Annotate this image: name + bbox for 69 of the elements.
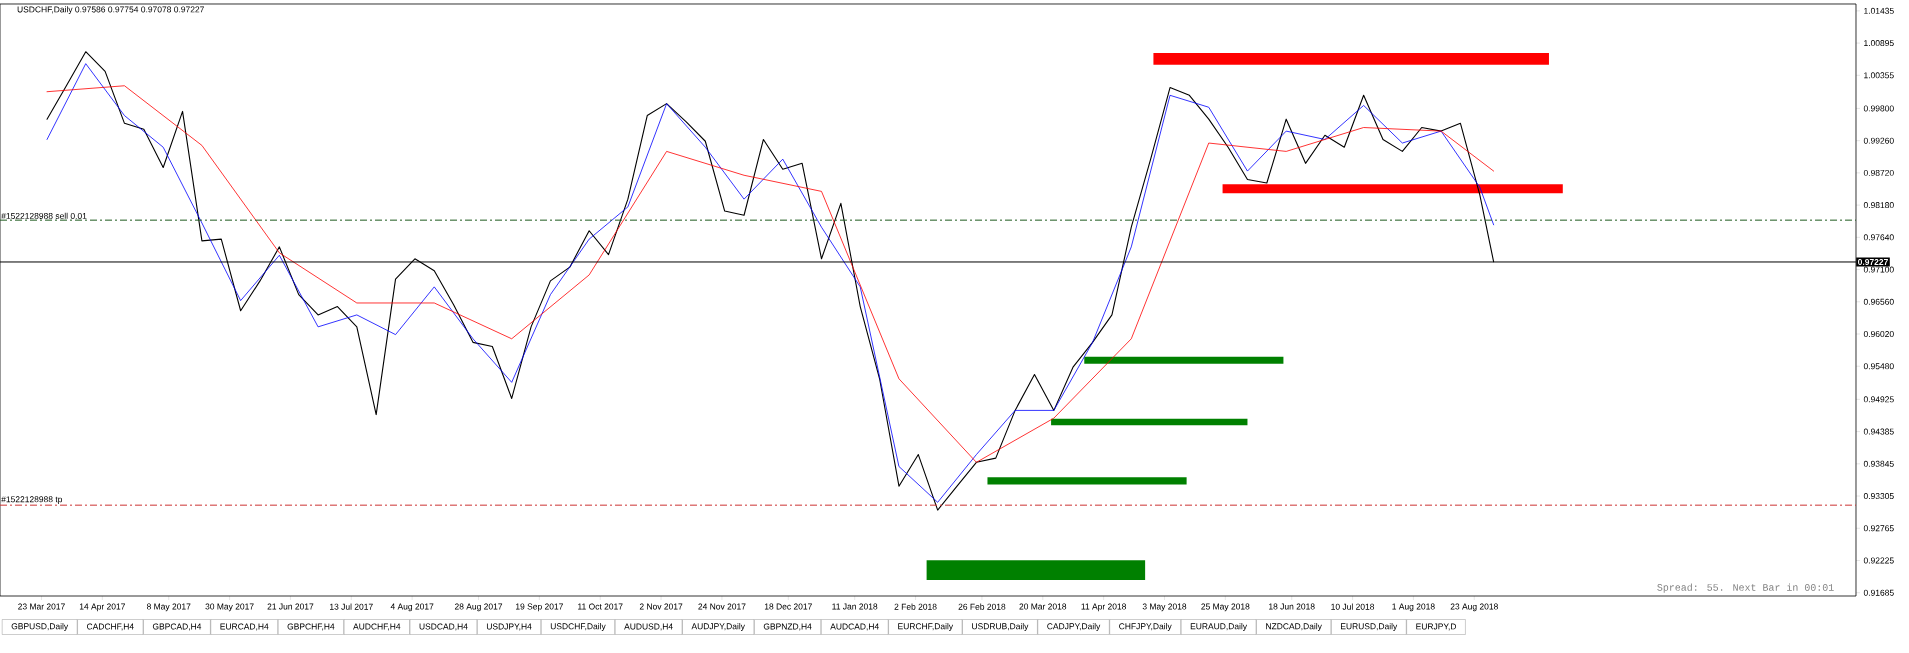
x-tick-label: 20 Mar 2018 [1019,603,1067,610]
x-tick-label: 11 Apr 2018 [1081,603,1127,612]
x-tick-label: 24 Nov 2017 [698,603,746,610]
text: USDJPY,H4 [486,623,532,631]
y-tick-label: 1.01435 [1864,7,1894,14]
y-tick-label: 0.99800 [1863,105,1894,112]
text: NZDCAD,Daily [1266,623,1322,631]
text: EURJPY,D [1416,623,1457,631]
text: USDCHF,Daily [550,623,606,631]
x-tick-label: 10 Jul 2018 [1331,603,1375,610]
x-tick-label: 11 Oct 2017 [578,603,623,610]
y-tick-label: 0.95480 [1863,363,1894,370]
text: AUDCHF,H4 [353,623,401,631]
chart-title: USDCHF,Daily 0.97586 0.97754 0.97078 0.97227 [17,6,204,15]
y-tick-label: 1.00895 [1864,40,1894,47]
x-tick-label: 11 Jan 2018 [832,603,878,610]
y-tick-label: 0.93845 [1863,460,1894,467]
annotation: Spread: 55. Next Bar in 00:01 [1657,583,1834,593]
x-tick-label: 25 May 2018 [1201,603,1250,612]
text: CHFJPY,Daily [1119,623,1172,631]
y-tick-label: 0.91685 [1863,589,1894,596]
text: GBPUSD,Daily [11,623,69,631]
x-tick-label: 4 Aug 2017 [390,603,434,612]
text: AUDUSD,H4 [624,623,673,631]
x-tick-label: 21 Jun 2017 [267,603,314,610]
text: AUDJPY,Daily [691,623,745,631]
x-tick-label: 30 May 2017 [205,603,254,612]
x-tick-label: 2 Nov 2017 [639,603,683,610]
y-tick-label: 0.98180 [1863,202,1894,209]
text: EURUSD,Daily [1341,623,1398,631]
text: EURAUD,Daily [1190,623,1248,631]
ref-line-label: #1522128988 sell 0.01 [1,212,87,219]
y-tick-label: 0.99260 [1863,137,1894,144]
text: USDRUB,Daily [972,623,1029,631]
text: CADJPY,Daily [1047,623,1101,631]
y-tick-label: 0.98720 [1863,169,1894,176]
x-tick-label: 28 Aug 2017 [454,603,503,612]
x-tick-label: 1 Aug 2018 [1392,603,1435,612]
y-tick-label: 0.94925 [1863,396,1894,403]
y-tick-label: 0.92225 [1863,557,1894,564]
y-tick-label: 0.94385 [1863,428,1894,435]
text: EURCAD,H4 [220,623,269,631]
y-tick-label: 1.00355 [1864,72,1894,79]
y-tick-label: 0.96560 [1863,298,1894,305]
text: GBPCHF,H4 [287,623,335,631]
x-tick-label: 8 May 2017 [146,603,191,612]
x-tick-label: 3 May 2018 [1142,603,1187,612]
text: EURCHF,Daily [898,623,954,631]
y-tick-label: 0.97100 [1863,266,1894,273]
text: CADCHF,H4 [86,623,134,631]
x-tick-label: 14 Apr 2017 [79,603,125,612]
x-tick-label: 18 Dec 2017 [764,603,812,610]
x-tick-label: 18 Jun 2018 [1269,603,1315,610]
y-tick-label: 0.96020 [1863,331,1894,337]
y-tick-label: 0.97640 [1863,234,1894,241]
text: GBPNZD,H4 [763,623,812,631]
x-tick-label: 19 Sep 2017 [515,603,563,612]
x-tick-label: 23 Aug 2018 [1450,603,1498,612]
text: 0.97227 [1858,258,1888,265]
x-tick-label: 23 Mar 2017 [18,603,65,610]
text: GBPCAD,H4 [152,623,202,631]
y-tick-label: 0.92765 [1863,525,1894,532]
ref-line-label: #1522128988 tp [1,496,63,504]
text: USDCAD,H4 [419,623,468,631]
text: AUDCAD,H4 [830,623,879,631]
x-tick-label: 13 Jul 2017 [330,603,373,610]
y-tick-label: 0.93305 [1863,493,1894,500]
x-tick-label: 26 Feb 2018 [958,603,1006,610]
x-tick-label: 2 Feb 2018 [894,603,937,610]
